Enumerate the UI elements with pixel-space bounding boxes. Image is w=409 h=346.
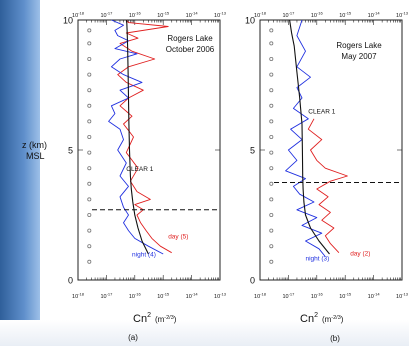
annotation-night: night (3) [305,256,329,263]
x-tick-label-top: 10-15 [339,11,352,20]
x-tick-label-top: 10-13 [396,11,409,20]
x-tick-label-bottom: 10-15 [157,292,170,301]
chart-title-line1-a: Rogers Lake [167,34,213,43]
reference-dot [87,228,92,233]
reference-dot [269,88,274,93]
reference-dot [269,181,274,186]
panel-label-b: (b) [330,334,340,343]
series-line-night [108,19,164,255]
y-tick-label: 10 [245,16,255,26]
x-tick-label-bottom: 10-18 [254,292,267,301]
reference-dot [269,244,274,249]
annotation-day: day (5) [168,233,188,240]
reference-dot [269,259,274,264]
reference-dot [269,197,274,202]
series-line-clear [126,19,149,255]
series-line-day [307,118,348,254]
reference-dot [87,119,92,124]
x-tick-label-bottom: 10-14 [186,292,199,301]
reference-dot [87,166,92,171]
reference-dot [269,212,274,217]
plot-frame-a [77,19,221,281]
x-tick-label-bottom: 10-17 [282,292,295,301]
reference-dot [269,103,274,108]
x-tick-label-bottom: 10-16 [311,292,324,301]
y-tick-label: 5 [68,146,73,156]
reference-dot [269,134,274,139]
annotation-night: night (4) [132,252,156,259]
x-tick-label-top: 10-16 [129,11,142,20]
x-tick-label-bottom: 10-14 [368,292,381,301]
x-tick-label-top: 10-14 [186,11,199,20]
x-tick-label-bottom: 10-13 [214,292,227,301]
y-axis-label-unit: MSL [26,151,45,161]
series-line-day [117,19,172,254]
x-tick-label-bottom: 10-13 [396,292,409,301]
reference-dot [269,228,274,233]
reference-dot [87,212,92,217]
slide-background-accent [0,0,40,346]
y-tick-label: 5 [250,146,255,156]
annotation-day: day (2) [350,250,370,257]
reference-dot [87,28,92,33]
series-line-night [285,19,326,257]
x-tick-label-top: 10-13 [214,11,227,20]
x-axis-label-b: Cn2 (m-2/3) [300,312,344,325]
reference-dot [269,72,274,77]
reference-dot [87,244,92,249]
y-tick-label: 0 [68,276,73,286]
plot-frame-b [259,19,403,281]
reference-dot [269,28,274,33]
x-tick-label-top: 10-16 [311,11,324,20]
reference-dot [87,88,92,93]
x-axis-label-a: Cn2 (m-2/3) [133,312,177,325]
reference-dot [269,41,274,46]
reference-dot [87,150,92,155]
reference-dot [87,259,92,264]
chart-panel-a: 10-18 10-18 10-17 10-17 10-16 10-16 10-15 10-15… [63,11,227,343]
x-tick-label-bottom: 10-18 [72,292,85,301]
x-tick-label-top: 10-17 [282,11,295,20]
reference-dot [87,41,92,46]
slide-background-bottom [0,320,409,346]
reference-dot [87,181,92,186]
reference-dot [269,57,274,62]
reference-dot [87,57,92,62]
reference-dot [87,72,92,77]
reference-dot [269,119,274,124]
reference-dot [87,103,92,108]
chart-title-line2-b: May 2007 [341,52,377,61]
x-tick-label-bottom: 10-17 [100,292,113,301]
panel-label-a: (a) [128,333,138,342]
x-tick-label-bottom: 10-15 [339,292,352,301]
y-tick-label: 0 [250,276,255,286]
x-tick-label-top: 10-18 [72,11,85,20]
x-tick-label-bottom: 10-16 [129,292,142,301]
x-tick-label-top: 10-14 [368,11,381,20]
x-tick-label-top: 10-18 [254,11,267,20]
chart-title-line2-a: October 2006 [166,45,215,54]
chart-panel-b: 10-18 10-18 10-17 10-17 10-16 10-16 10-15 10-15… [245,11,409,344]
reference-dot [269,150,274,155]
series-line-clear [289,19,330,255]
chart-title-line1-b: Rogers Lake [336,41,382,50]
reference-dot [269,166,274,171]
y-tick-label: 10 [63,16,73,26]
x-tick-label-top: 10-17 [100,11,113,20]
annotation-clear: CLEAR 1 [126,166,153,173]
x-tick-label-top: 10-15 [157,11,170,20]
annotation-clear: CLEAR 1 [308,109,335,116]
y-axis-label: z (km) [22,140,47,150]
reference-dot [87,197,92,202]
reference-dot [87,134,92,139]
